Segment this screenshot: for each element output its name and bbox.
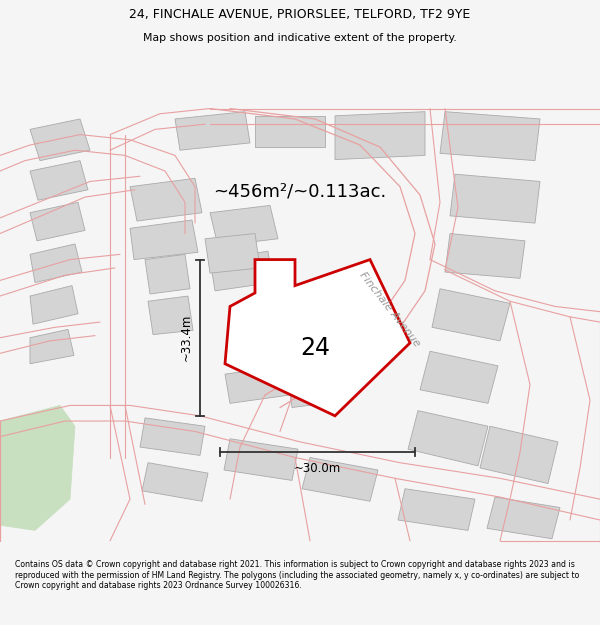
Polygon shape (302, 458, 378, 501)
Polygon shape (30, 244, 82, 282)
Text: Map shows position and indicative extent of the property.: Map shows position and indicative extent… (143, 33, 457, 44)
Polygon shape (255, 116, 325, 147)
Polygon shape (130, 178, 202, 221)
Polygon shape (398, 489, 475, 531)
Polygon shape (148, 296, 193, 334)
Polygon shape (432, 289, 510, 341)
Polygon shape (450, 174, 540, 223)
Polygon shape (224, 439, 298, 481)
Polygon shape (210, 206, 278, 246)
Polygon shape (30, 161, 88, 200)
Polygon shape (335, 112, 425, 159)
Text: 24, FINCHALE AVENUE, PRIORSLEE, TELFORD, TF2 9YE: 24, FINCHALE AVENUE, PRIORSLEE, TELFORD,… (130, 8, 470, 21)
Text: 24: 24 (300, 336, 330, 360)
Text: ~33.4m: ~33.4m (179, 314, 193, 361)
Polygon shape (225, 366, 290, 403)
Text: ~30.0m: ~30.0m (294, 462, 341, 476)
Text: Finchale Avenue: Finchale Avenue (358, 270, 422, 349)
Polygon shape (30, 286, 78, 324)
Polygon shape (30, 329, 74, 364)
Polygon shape (480, 426, 558, 484)
Polygon shape (408, 411, 488, 466)
Polygon shape (142, 462, 208, 501)
Polygon shape (175, 112, 250, 150)
Polygon shape (140, 418, 205, 456)
Polygon shape (225, 259, 410, 416)
Polygon shape (30, 119, 90, 161)
Text: ~456m²/~0.113ac.: ~456m²/~0.113ac. (214, 183, 386, 201)
Polygon shape (487, 497, 560, 539)
Polygon shape (420, 351, 498, 403)
Polygon shape (205, 234, 260, 273)
Polygon shape (210, 251, 273, 291)
Polygon shape (145, 254, 190, 294)
Polygon shape (0, 406, 75, 531)
Polygon shape (445, 234, 525, 278)
Polygon shape (130, 220, 198, 259)
Polygon shape (30, 202, 85, 241)
Polygon shape (440, 112, 540, 161)
Polygon shape (288, 371, 350, 408)
Text: Contains OS data © Crown copyright and database right 2021. This information is : Contains OS data © Crown copyright and d… (15, 560, 579, 590)
